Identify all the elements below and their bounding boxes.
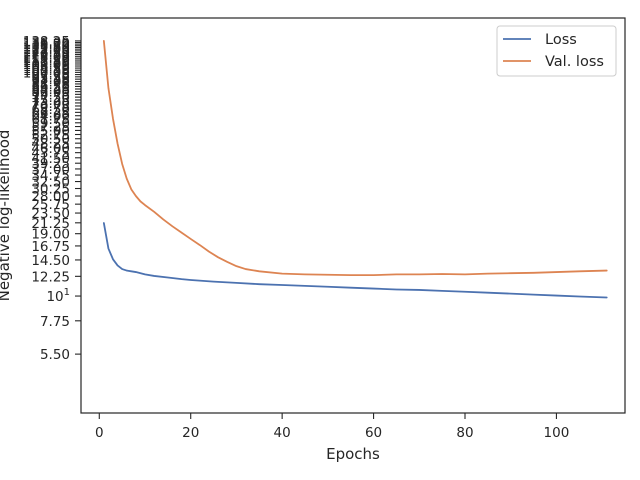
series-line-loss — [102, 222, 608, 299]
y-tick-label: 77.50 — [31, 90, 70, 106]
y-tick-label: 93.25 — [31, 72, 70, 88]
y-tick-label: 109.00 — [23, 57, 70, 73]
y-tick-label: 88.75 — [31, 77, 70, 93]
y-tick-label: 95.50 — [31, 70, 70, 86]
y-tick-label: 84.25 — [31, 82, 70, 98]
plot-frame — [80, 17, 626, 414]
y-tick-label: 41.50 — [31, 151, 70, 167]
y-tick-label: 52.75 — [31, 127, 70, 143]
y-tick-label: 5.50 — [40, 347, 70, 363]
x-axis-ticks: 0 20 40 60 80 100 — [95, 413, 569, 441]
x-tick-label: 80 — [456, 425, 473, 441]
y-tick-label: 64.00 — [31, 109, 70, 125]
y-tick-label: 127.00 — [23, 42, 70, 58]
y-tick-label: 138.25 — [23, 34, 70, 50]
y-tick-label: 104.50 — [23, 61, 70, 77]
y-tick-label: 21.25 — [31, 216, 70, 232]
y-tick-label: 75.25 — [31, 93, 70, 109]
y-tick-label: 34.75 — [31, 168, 70, 184]
x-tick-label: 40 — [274, 425, 291, 441]
y-tick-label: 46.00 — [31, 141, 70, 157]
y-tick-label: 37.00 — [31, 162, 70, 178]
y-tick-label: 16.75 — [31, 239, 70, 255]
y-tick-label: 86.50 — [31, 79, 70, 95]
y-tick-label: 28.00 — [31, 189, 70, 205]
y-tick-label: 59.50 — [31, 116, 70, 132]
y-tick-label: 68.50 — [31, 102, 70, 118]
y-tick-label: 82.00 — [31, 85, 70, 101]
y-tick-label: 48.25 — [31, 136, 70, 152]
y-tick-label: 113.50 — [23, 53, 70, 69]
y-tick-label: 115.75 — [23, 51, 70, 67]
series-line-val-loss — [102, 40, 608, 277]
y-tick-label: 122.50 — [23, 46, 70, 62]
series-lines — [102, 40, 608, 299]
y-axis-ticks: 5.50 7.75 101 12.2514.5016.7519.0021.2523.5… — [23, 34, 81, 363]
y-tick-label: 101 — [46, 287, 70, 305]
y-tick-label: 97.75 — [31, 68, 70, 84]
y-tick-label: 91.00 — [31, 75, 70, 91]
y-tick-label: 70.75 — [31, 99, 70, 115]
x-tick-label: 0 — [95, 425, 104, 441]
y-tick-label: 111.25 — [23, 55, 70, 71]
legend-label: Val. loss — [545, 54, 604, 70]
y-tick-label: 19.00 — [31, 227, 70, 243]
y-tick-label: 120.25 — [23, 47, 70, 63]
y-tick-label: 57.25 — [31, 120, 70, 136]
y-tick-label: 118.00 — [23, 49, 70, 65]
y-tick-label: 131.50 — [23, 39, 70, 55]
y-tick-label: 32.50 — [31, 175, 70, 191]
y-tick-label: 129.25 — [23, 40, 70, 56]
x-axis-label: Epochs — [326, 445, 380, 463]
y-tick-label: 66.25 — [31, 105, 70, 121]
y-tick-label: 7.75 — [40, 314, 70, 330]
y-tick-label: 124.75 — [23, 44, 70, 60]
y-tick-label: 79.75 — [31, 87, 70, 103]
y-tick-label: 61.75 — [31, 112, 70, 128]
legend: Loss Val. loss — [496, 25, 617, 77]
y-tick-label: 55.00 — [31, 123, 70, 139]
y-tick-label: 106.75 — [23, 59, 70, 75]
y-tick-label: 39.25 — [31, 156, 70, 172]
y-tick-label: 50.50 — [31, 132, 70, 148]
y-tick-label: 23.50 — [31, 206, 70, 222]
x-tick-label: 60 — [365, 425, 382, 441]
y-tick-label: 136.00 — [23, 35, 70, 51]
x-tick-label: 20 — [182, 425, 199, 441]
x-tick-label: 100 — [544, 425, 570, 441]
y-tick-label: 100.00 — [23, 65, 70, 81]
y-tick-label: 43.75 — [31, 146, 70, 162]
y-tick-label: 30.25 — [31, 182, 70, 198]
y-tick-label: 14.50 — [31, 253, 70, 269]
y-axis-label: Negative log-likelihood — [0, 130, 13, 302]
legend-label: Loss — [545, 32, 577, 48]
y-tick-label: 102.25 — [23, 63, 70, 79]
y-tick-label: 73.00 — [31, 96, 70, 112]
y-tick-label: 133.75 — [23, 37, 70, 53]
y-tick-label: 12.25 — [31, 269, 70, 285]
y-tick-label: 25.75 — [31, 197, 70, 213]
